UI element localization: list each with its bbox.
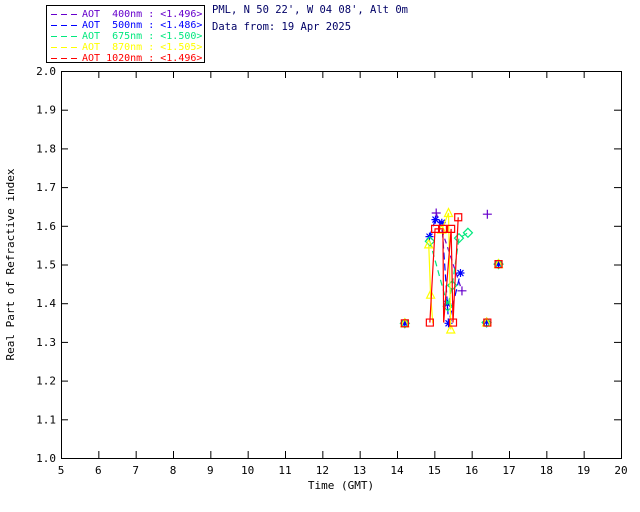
y-tick-label: 1.8	[36, 142, 56, 155]
y-axis-title: Real Part of Refractive index	[4, 168, 17, 360]
x-tick-label: 13	[353, 464, 366, 477]
y-tick-label: 1.4	[36, 297, 56, 310]
data-point-marker	[400, 319, 409, 328]
data-point-marker	[453, 232, 465, 244]
x-tick-label: 12	[316, 464, 329, 477]
data-point-marker	[430, 224, 440, 233]
y-tick-label: 1.5	[36, 259, 56, 272]
legend-line-sample-1020nm	[51, 58, 77, 59]
legend-item-400nm: AOT 400nm : <1.496>	[47, 9, 204, 20]
x-tick-label: 19	[577, 464, 590, 477]
x-tick-label: 11	[278, 464, 291, 477]
legend-item-500nm: AOT 500nm : <1.486>	[47, 20, 204, 31]
x-tick-label: 6	[95, 464, 102, 477]
x-tick-label: 5	[58, 464, 65, 477]
y-tick-label: 1.2	[36, 375, 56, 388]
data-point-marker	[437, 218, 446, 227]
data-point-marker	[462, 227, 474, 239]
data-point-marker	[431, 208, 441, 218]
series-aot-1020nm	[400, 213, 503, 328]
legend-item-870nm: AOT 870nm : <1.505>	[47, 42, 204, 53]
y-tick-label: 1.3	[36, 336, 56, 349]
x-tick-label: 14	[390, 464, 404, 477]
legend-label-870nm: AOT 870nm : <1.505>	[82, 42, 203, 53]
axes: 5 6 7 8 9 10 11 12 13 14 15 16 17 18 19 20 1.0 1.1 1.2 1.3 1…	[36, 65, 628, 477]
data-point-marker	[425, 318, 434, 327]
data-point-marker	[423, 238, 434, 249]
legend-label-675nm: AOT 675nm : <1.500>	[82, 31, 203, 42]
x-tick-label: 8	[170, 464, 177, 477]
data-point-marker	[448, 318, 458, 327]
data-point-marker	[447, 224, 456, 233]
data-point-marker	[457, 286, 467, 296]
x-tick-label: 16	[465, 464, 478, 477]
legend-line-sample-400nm	[51, 14, 77, 15]
x-tick-label: 7	[132, 464, 139, 477]
legend-item-1020nm: AOT 1020nm : <1.496>	[47, 53, 204, 64]
legend-line-sample-675nm	[51, 36, 77, 37]
x-tick-label: 17	[502, 464, 515, 477]
data-point-marker	[424, 235, 436, 247]
site-header-line1: PML, N 50 22', W 04 08', Alt 0m	[212, 4, 408, 16]
x-tick-label: 9	[207, 464, 214, 477]
data-point-marker	[400, 319, 409, 328]
series-aot-870nm	[399, 207, 504, 334]
y-tick-label: 1.6	[36, 220, 56, 233]
legend-label-500nm: AOT 500nm : <1.486>	[82, 20, 203, 31]
legend-label-400nm: AOT 400nm : <1.496>	[82, 9, 203, 20]
data-point-marker	[494, 260, 503, 269]
data-point-marker	[445, 323, 456, 334]
y-tick-label: 1.7	[36, 181, 56, 194]
series-line	[428, 244, 434, 324]
legend-box: AOT 400nm : <1.496> AOT 500nm : <1.486> …	[46, 5, 205, 64]
y-tick-label: 1.9	[36, 104, 56, 117]
y-tick-label: 1.0	[36, 452, 56, 465]
legend-line-sample-500nm	[51, 25, 77, 26]
legend-label-1020nm: AOT 1020nm : <1.496>	[82, 53, 203, 64]
data-point-marker	[444, 319, 453, 328]
series-line	[429, 232, 469, 307]
x-tick-label: 15	[428, 464, 441, 477]
legend-item-675nm: AOT 675nm : <1.500>	[47, 31, 204, 42]
x-tick-label: 18	[540, 464, 553, 477]
data-point-marker	[482, 317, 491, 326]
data-point-marker	[483, 318, 492, 327]
x-tick-label: 20	[614, 464, 627, 477]
site-header-line2: Data from: 19 Apr 2025	[212, 21, 352, 33]
data-point-marker	[425, 288, 436, 299]
y-tick-label: 2.0	[36, 65, 56, 78]
data-point-marker	[443, 207, 454, 218]
legend-line-sample-870nm	[51, 47, 77, 48]
y-tick-label: 1.1	[36, 413, 56, 426]
series-line	[429, 217, 459, 323]
x-axis-title: Time (GMT)	[308, 479, 374, 492]
data-point-marker	[482, 209, 492, 219]
x-tick-label: 10	[241, 464, 254, 477]
data-point-marker	[456, 269, 465, 278]
series-line	[441, 212, 452, 330]
data-point-marker	[454, 213, 463, 222]
data-point-marker	[431, 215, 440, 224]
data-point-marker	[438, 224, 448, 233]
data-point-marker	[494, 260, 503, 269]
